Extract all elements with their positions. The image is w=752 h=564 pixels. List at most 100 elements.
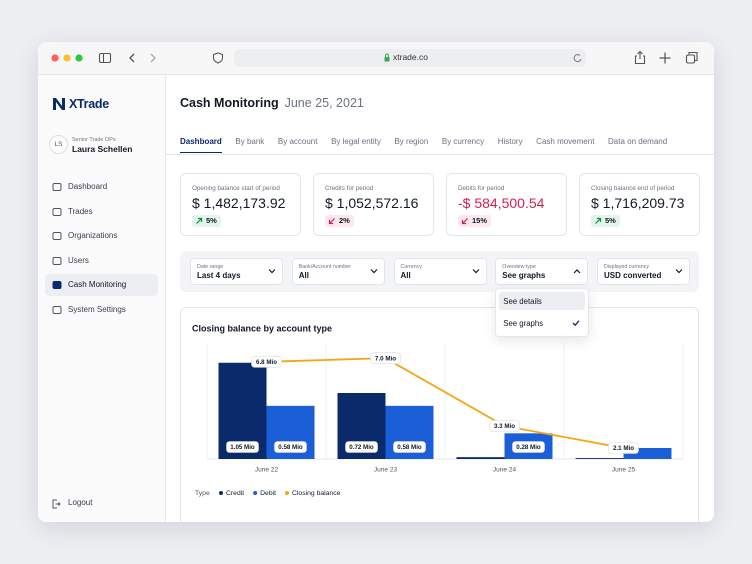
label-pill — [345, 441, 378, 453]
page-date: June 25, 2021 — [284, 96, 364, 110]
reload-button[interactable] — [573, 54, 582, 63]
filter-select[interactable]: Overview type See graphs — [495, 258, 589, 285]
chevron — [675, 269, 683, 274]
label-pill — [274, 441, 307, 453]
legend-swatch — [285, 491, 290, 495]
chart-card: Closing balance by account type June 22 Ju… — [180, 307, 699, 522]
tab[interactable]: Dashboard — [180, 137, 222, 153]
tab[interactable]: By legal entity — [331, 137, 381, 146]
tabs-button[interactable] — [685, 51, 698, 64]
tab[interactable]: History — [497, 137, 523, 146]
share-button[interactable] — [634, 50, 646, 65]
icon — [52, 256, 62, 265]
kpi-label: Debits for period — [458, 185, 505, 192]
kpi-badge: 5% — [192, 215, 221, 227]
filter-label: Date range — [197, 264, 224, 270]
value-label: 1.05 Mio — [230, 444, 255, 451]
value-label: 0.72 Mio — [349, 444, 374, 451]
nav-item[interactable]: Organizations — [45, 225, 158, 247]
zoom-button[interactable] — [75, 54, 83, 62]
nav-icon — [52, 256, 62, 265]
nav-label: Dashboard — [68, 182, 108, 191]
brand-name: XTrade — [69, 97, 109, 111]
tab-divider — [166, 154, 714, 155]
page-header: Cash Monitoring June 25, 2021 — [180, 96, 364, 110]
filter-select[interactable]: Currency All — [393, 258, 487, 285]
tab[interactable]: Cash movement — [536, 137, 595, 146]
icon — [370, 269, 378, 274]
tab[interactable]: By currency — [441, 137, 485, 146]
chevron — [472, 269, 479, 274]
filter-label: Displayed currency — [604, 264, 650, 270]
icon — [52, 183, 62, 191]
option-label: See details — [503, 297, 542, 306]
trend-arrow — [328, 218, 335, 225]
minimize-button[interactable] — [63, 54, 71, 62]
legend-label: Debit — [260, 490, 276, 497]
x-tick-label: June 24 — [493, 467, 517, 474]
tab[interactable]: By bank — [235, 137, 265, 146]
icon — [461, 218, 468, 225]
nav-icon — [52, 232, 62, 241]
kpi-badge: 15% — [458, 215, 492, 227]
brand-logo — [53, 98, 65, 110]
label-pill — [489, 420, 520, 432]
avatar: LS — [49, 135, 68, 154]
dropdown-option[interactable]: See graphs — [499, 314, 585, 332]
check-icon — [572, 320, 580, 327]
nav-item[interactable]: Dashboard — [45, 176, 158, 198]
label-pill — [608, 442, 639, 454]
back-button[interactable] — [129, 53, 135, 63]
legend-swatch — [219, 491, 223, 495]
nav-icon — [52, 207, 62, 216]
filter-select[interactable]: Date range Last 4 days — [190, 258, 283, 285]
line-series — [266, 357, 624, 449]
new-tab-button[interactable] — [659, 52, 671, 64]
value-label: 0.28 Mio — [516, 444, 541, 451]
bar — [456, 457, 505, 459]
trend-arrow — [461, 218, 468, 225]
value-label: 0.58 Mio — [397, 444, 422, 451]
icon — [52, 207, 62, 216]
label-pill — [393, 441, 426, 453]
icon — [595, 217, 602, 224]
option-label: See graphs — [503, 319, 544, 328]
filter-label: Bank/Account number — [298, 264, 351, 270]
privacy-icon[interactable] — [212, 52, 224, 64]
kpi-card: Credits for period $ 1,052,572.16 2% — [313, 173, 434, 236]
legend-label: Closing balance — [292, 490, 341, 497]
kpi-value: $ 1,052,572.16 — [325, 195, 419, 211]
filter-select[interactable]: Displayed currency USD converted — [597, 258, 690, 285]
page-title: Cash Monitoring — [180, 96, 279, 110]
nav-icon — [52, 183, 62, 191]
nav-item[interactable]: Cash Monitoring — [45, 274, 158, 297]
nav-item[interactable]: Trades — [45, 201, 158, 223]
lock-shackle — [385, 53, 389, 57]
filter-select[interactable]: Bank/Account number All — [291, 258, 385, 285]
forward-button[interactable] — [150, 53, 156, 63]
kpi-label: Credits for period — [325, 185, 374, 192]
tab[interactable]: Data on demand — [608, 137, 668, 146]
kpi-badge: 5% — [591, 215, 620, 227]
filter-value: USD converted — [604, 271, 662, 280]
close-button[interactable] — [51, 54, 59, 62]
sidebar-toggle[interactable] — [98, 52, 112, 64]
bar — [575, 458, 624, 459]
kpi-card: Opening balance start of period $ 1,482,1… — [180, 173, 301, 236]
tab[interactable]: By account — [277, 137, 318, 146]
browser-window: xtrade.co XTrade LS Senior Trade OPs Laura … — [38, 42, 714, 522]
x-tick-label: June 25 — [612, 467, 636, 474]
tab[interactable]: By region — [394, 137, 429, 146]
lock-icon — [384, 57, 390, 62]
kpi-value: $ 1,482,173.92 — [192, 195, 286, 211]
icon — [196, 217, 203, 224]
legend-title: Type — [195, 490, 210, 497]
url-bar[interactable] — [234, 49, 586, 67]
dropdown-option[interactable]: See details — [499, 292, 586, 310]
nav-item[interactable]: System Settings — [45, 299, 158, 321]
x-tick-label: June 23 — [374, 467, 398, 474]
nav-item[interactable]: Users — [45, 250, 158, 272]
kpi-card: Closing balance end of period $ 1,716,209… — [579, 173, 700, 236]
